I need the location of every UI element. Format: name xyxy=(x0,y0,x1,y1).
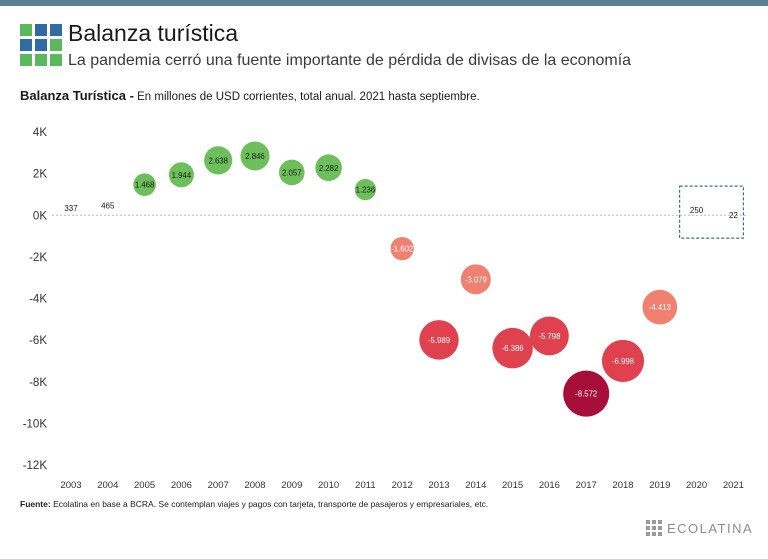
data-bubble xyxy=(279,159,305,186)
x-tick-label: 2017 xyxy=(576,480,597,491)
x-tick-label: 2018 xyxy=(612,480,633,491)
data-label: 1.944 xyxy=(172,171,192,180)
data-label: -5.989 xyxy=(428,336,450,345)
data-label: 2.846 xyxy=(245,152,265,161)
data-label: 465 xyxy=(101,202,115,211)
data-bubble xyxy=(601,339,645,382)
source-text: Ecolatina en base a BCRA. Se contemplan … xyxy=(50,499,489,509)
data-bubble xyxy=(492,327,533,369)
x-tick-label: 2015 xyxy=(502,480,523,491)
data-label: 337 xyxy=(64,204,78,213)
y-tick-label: 0K xyxy=(33,210,47,222)
chart-heading-title: Balanza Turística - xyxy=(20,88,134,103)
x-tick-label: 2006 xyxy=(171,480,192,491)
y-tick-label: -2K xyxy=(29,252,47,264)
data-bubble xyxy=(390,236,414,261)
data-bubble xyxy=(204,146,233,175)
y-tick-label: 4K xyxy=(33,127,47,139)
data-bubble xyxy=(563,370,610,417)
data-bubble xyxy=(315,154,342,182)
data-bubble xyxy=(354,178,376,201)
highlight-box xyxy=(678,185,744,239)
data-bubble xyxy=(642,289,678,325)
data-bubble xyxy=(168,162,194,188)
data-label: 1.468 xyxy=(135,181,155,190)
x-tick-label: 2013 xyxy=(428,480,449,491)
brand-grid-icon xyxy=(646,520,662,536)
y-tick-label: -4K xyxy=(29,294,47,306)
x-tick-label: 2003 xyxy=(60,480,81,491)
y-tick-label: 2K xyxy=(33,169,47,181)
x-tick-label: 2019 xyxy=(649,480,670,491)
x-tick-label: 2011 xyxy=(355,480,375,491)
page-title: Balanza turística xyxy=(68,20,239,46)
x-tick-label: 2007 xyxy=(208,480,229,491)
data-bubble xyxy=(460,264,491,295)
data-label: -4.413 xyxy=(649,303,671,312)
y-tick-label: -8K xyxy=(29,377,47,389)
x-tick-label: 2014 xyxy=(465,480,486,491)
data-label: 2.282 xyxy=(319,164,339,173)
data-bubble xyxy=(529,316,569,356)
page-subtitle: La pandemia cerró una fuente importante … xyxy=(68,52,632,69)
source-label: Fuente: xyxy=(20,499,51,509)
data-bubble xyxy=(419,320,459,360)
top-color-band xyxy=(0,0,768,6)
data-label: -5.798 xyxy=(538,332,560,341)
chart-heading-detail: En millones de USD corrientes, total anu… xyxy=(133,91,480,103)
data-bubble xyxy=(240,141,270,171)
x-tick-label: 2009 xyxy=(281,480,302,491)
data-label: -6.998 xyxy=(612,357,634,366)
data-label: -8.572 xyxy=(575,390,597,399)
data-label: -3.079 xyxy=(465,275,487,284)
data-label: -6.386 xyxy=(502,344,524,353)
y-tick-label: -10K xyxy=(23,418,48,430)
data-label: 2.057 xyxy=(282,168,302,177)
x-tick-label: 2021 xyxy=(723,480,744,491)
chart-heading: Balanza Turística - En millones de USD c… xyxy=(20,88,480,103)
x-tick-label: 2008 xyxy=(244,480,265,491)
y-tick-label: -12K xyxy=(23,460,48,472)
bubble-chart: 4K 2K 0K -2K -4K -6K -8K -10K -12K 2003 2004 2005 20… xyxy=(23,127,748,491)
x-tick-label: 2016 xyxy=(539,480,560,491)
data-label: 250 xyxy=(690,206,704,215)
data-bubble xyxy=(133,173,156,196)
data-label: 22 xyxy=(729,211,738,220)
data-label: -1.602 xyxy=(391,245,413,254)
x-tick-label: 2004 xyxy=(97,480,118,491)
x-tick-label: 2020 xyxy=(686,480,707,491)
x-tick-label: 2010 xyxy=(318,480,339,491)
source-footnote: Fuente: Ecolatina en base a BCRA. Se con… xyxy=(20,499,488,509)
x-tick-label: 2012 xyxy=(392,480,413,491)
data-label: 1.236 xyxy=(356,186,376,195)
brand-logo: ECOLATINA xyxy=(646,520,753,536)
x-tick-label: 2005 xyxy=(134,480,155,491)
data-label: 2.638 xyxy=(208,156,228,165)
report-logo-icon xyxy=(20,24,62,66)
brand-name: ECOLATINA xyxy=(667,520,754,536)
y-tick-label: -6K xyxy=(29,335,47,347)
